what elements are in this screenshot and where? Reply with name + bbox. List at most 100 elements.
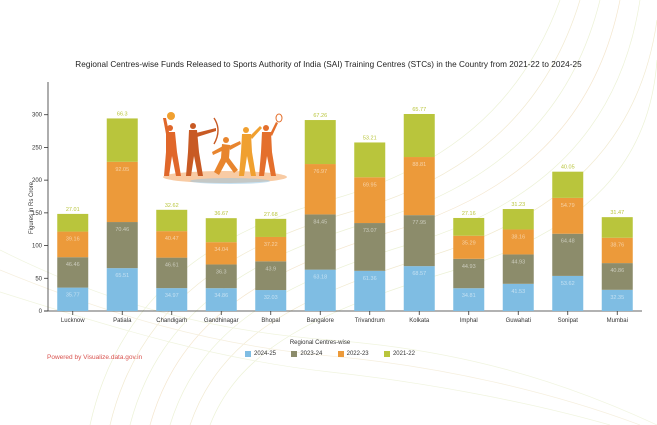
legend-item-2024-25[interactable]: 2024-25 (245, 351, 276, 357)
data-label: 64.48 (561, 239, 575, 245)
powered-by-link[interactable]: Powered by Visualize.data.gov.in (47, 354, 143, 361)
bar-2021-22-guwahati[interactable] (502, 209, 534, 230)
bar-2021-22-patiala[interactable] (106, 118, 138, 162)
bar-2023-24-trivandrum[interactable] (354, 223, 386, 271)
bar-2021-22-lucknow[interactable] (57, 213, 89, 232)
bar-2024-25-trivandrum[interactable] (354, 270, 386, 311)
legend-swatch (245, 351, 251, 357)
bar-2022-23-mumbai[interactable] (601, 237, 633, 264)
data-label: 46.61 (165, 263, 179, 269)
data-label: 92.05 (115, 167, 129, 173)
bar-2024-25-bhopal[interactable] (255, 290, 287, 311)
bar-2022-23-patiala[interactable] (106, 161, 138, 223)
bar-2022-23-bangalore[interactable] (304, 164, 336, 215)
bar-2021-22-bangalore[interactable] (304, 120, 336, 165)
bar-2022-23-lucknow[interactable] (57, 231, 89, 258)
data-label: 32.35 (610, 295, 624, 301)
data-label: 53.21 (363, 135, 377, 141)
bar-2023-24-lucknow[interactable] (57, 257, 89, 288)
legend-item-2023-24[interactable]: 2023-24 (291, 351, 322, 357)
data-label: 69.95 (363, 182, 377, 188)
data-label: 40.86 (610, 268, 624, 274)
bar-2021-22-sonipat[interactable] (552, 171, 584, 198)
data-label: 34.04 (214, 247, 228, 253)
bars (57, 113, 633, 311)
bar-2024-25-lucknow[interactable] (57, 287, 89, 311)
x-tick-label: Bhopal (261, 318, 280, 324)
data-label: 68.57 (412, 271, 426, 277)
bar-2024-25-sonipat[interactable] (552, 275, 584, 311)
bar-2021-22-chandigarh[interactable] (156, 209, 188, 232)
bar-2023-24-imphal[interactable] (453, 258, 485, 289)
bar-2021-22-mumbai[interactable] (601, 217, 633, 238)
data-label: 77.95 (412, 220, 426, 226)
x-tick-label: Kolkata (409, 318, 430, 324)
bar-2023-24-bhopal[interactable] (255, 261, 287, 291)
x-tick-label: Mumbai (607, 318, 628, 324)
data-label: 43.9 (265, 266, 276, 272)
data-label: 63.18 (313, 275, 327, 281)
bar-2023-24-sonipat[interactable] (552, 233, 584, 276)
bar-2021-22-bhopal[interactable] (255, 218, 287, 237)
bar-2022-23-guwahati[interactable] (502, 229, 534, 255)
data-label: 65.77 (412, 107, 426, 113)
bar-2024-25-patiala[interactable] (106, 268, 138, 311)
legend: 2024-25 2023-24 2022-23 2021-22 (245, 351, 415, 357)
bar-2024-25-kolkata[interactable] (403, 266, 435, 311)
data-label: 36.67 (214, 211, 228, 217)
bar-2024-25-gandhinagar[interactable] (205, 288, 237, 311)
bar-2023-24-mumbai[interactable] (601, 263, 633, 290)
bar-2022-23-trivandrum[interactable] (354, 177, 386, 224)
bar-2024-25-bangalore[interactable] (304, 269, 336, 311)
legend-swatch (291, 351, 298, 357)
data-label: 76.97 (313, 169, 327, 175)
data-label: 73.07 (363, 228, 377, 234)
bar-2023-24-gandhinagar[interactable] (205, 264, 237, 289)
bar-2022-23-kolkata[interactable] (403, 157, 435, 216)
bar-2022-23-chandigarh[interactable] (156, 231, 188, 258)
y-tick-label: 300 (32, 113, 43, 119)
x-tick-label: Bangalore (307, 318, 335, 324)
bar-2024-25-guwahati[interactable] (502, 283, 534, 311)
bar-2022-23-sonipat[interactable] (552, 197, 584, 234)
data-label: 27.16 (462, 211, 476, 217)
bar-2021-22-gandhinagar[interactable] (205, 218, 237, 243)
data-label: 27.01 (66, 207, 80, 213)
bar-2023-24-kolkata[interactable] (403, 215, 435, 267)
x-tick-label: Guwahati (506, 318, 531, 324)
x-tick-label: Imphal (460, 318, 478, 324)
data-label: 32.03 (264, 295, 278, 301)
bar-2022-23-gandhinagar[interactable] (205, 242, 237, 265)
legend-item-2022-23[interactable]: 2022-23 (337, 351, 369, 357)
data-label: 53.62 (561, 281, 575, 287)
data-label: 37.22 (264, 242, 278, 248)
bar-2024-25-imphal[interactable] (453, 288, 485, 311)
legend-item-2021-22[interactable]: 2021-22 (383, 351, 415, 357)
bar-2022-23-imphal[interactable] (453, 235, 485, 259)
bar-2023-24-guwahati[interactable] (502, 254, 534, 284)
data-label: 67.26 (313, 113, 327, 119)
data-label: 44.93 (462, 264, 476, 270)
bar-2021-22-trivandrum[interactable] (354, 142, 386, 178)
data-label: 27.68 (264, 212, 278, 218)
legend-swatch (383, 351, 390, 357)
bar-2023-24-bangalore[interactable] (304, 214, 336, 270)
x-tick-label: Lucknow (61, 318, 85, 324)
bar-2022-23-bhopal[interactable] (255, 236, 287, 262)
bar-2024-25-mumbai[interactable] (601, 289, 633, 311)
bar-2023-24-patiala[interactable] (106, 222, 138, 269)
bar-2024-25-chandigarh[interactable] (156, 288, 188, 311)
legend-label: 2023-24 (300, 351, 323, 357)
chart-title: Regional Centres-wise Funds Released to … (75, 60, 582, 69)
bar-2021-22-imphal[interactable] (453, 217, 485, 236)
y-tick-label: 150 (32, 211, 43, 217)
bar-2023-24-chandigarh[interactable] (156, 257, 188, 289)
bar-2021-22-kolkata[interactable] (403, 113, 435, 158)
x-tick-label: Gandhinagar (204, 318, 239, 324)
data-label: 65.51 (115, 273, 129, 279)
data-label: 31.47 (610, 210, 624, 216)
data-label: 35.77 (66, 293, 80, 299)
data-label: 70.46 (115, 227, 129, 233)
data-label: 32.62 (165, 203, 179, 209)
